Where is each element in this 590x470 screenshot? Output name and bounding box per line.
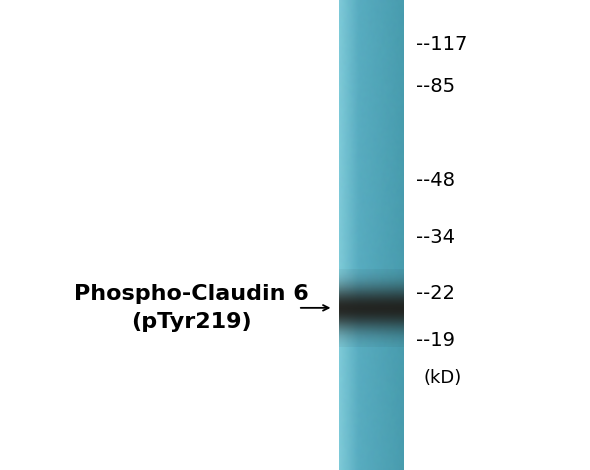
Text: (kD): (kD) [424,369,462,387]
Text: --85: --85 [416,78,455,96]
Text: Phospho-Claudin 6: Phospho-Claudin 6 [74,284,309,304]
Text: --22: --22 [416,284,455,303]
Text: --34: --34 [416,228,455,247]
Text: --117: --117 [416,35,467,54]
Text: (pTyr219): (pTyr219) [132,312,252,332]
Text: --48: --48 [416,172,455,190]
Text: --19: --19 [416,331,455,350]
